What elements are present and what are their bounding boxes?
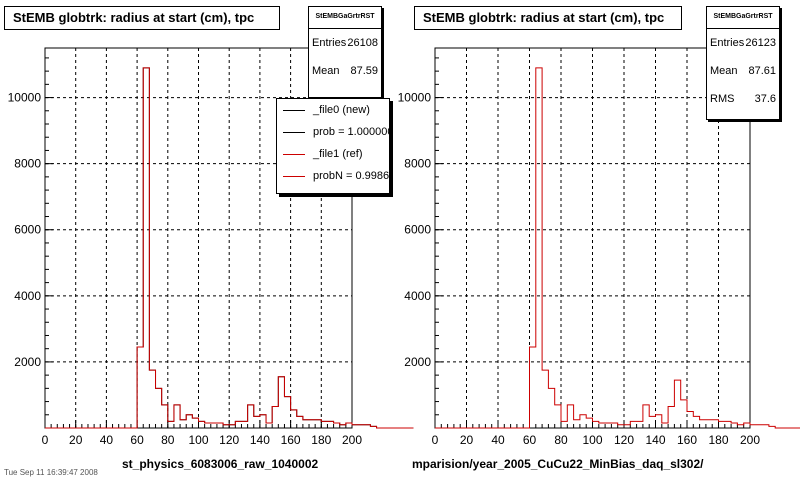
left-x-tick-label: 60	[130, 433, 144, 447]
footer-timestamp: Tue Sep 11 16:39:47 2008	[4, 468, 98, 477]
right-x-tick-label: 20	[460, 433, 474, 447]
right-stats-box: StEMBGaGrtrRST Entries 26123 Mean 87.61 …	[706, 6, 780, 120]
legend-label-file0: _file0 (new)	[313, 104, 370, 116]
right-stats-entries-label: Entries	[710, 37, 745, 49]
right-x-tick-label: 140	[645, 433, 665, 447]
left-x-tick-label: 40	[100, 433, 114, 447]
right-y-tick-label: 8000	[404, 157, 431, 171]
left-x-tick-label: 160	[281, 433, 301, 447]
legend-swatch-probn	[283, 175, 305, 177]
left-hist-ref	[45, 67, 414, 429]
right-stats-mean: Mean 87.61	[707, 57, 779, 85]
left-y-tick-label: 8000	[14, 157, 41, 171]
right-stats-mean-value: 87.61	[748, 65, 776, 77]
left-stats-name: StEMBGaGrtrRST	[309, 7, 381, 29]
legend-entry-prob: prob = 1.000000	[277, 121, 389, 143]
right-stats-name: StEMBGaGrtrRST	[707, 7, 779, 29]
legend-swatch-file0	[283, 109, 305, 111]
left-x-tick-label: 140	[250, 433, 270, 447]
right-x-tick-label: 160	[677, 433, 697, 447]
legend-swatch-file1	[283, 153, 305, 155]
right-stats-rms: RMS 37.6	[707, 85, 779, 113]
left-x-tick-label: 180	[311, 433, 331, 447]
right-x-tick-label: 40	[491, 433, 505, 447]
legend-entry-file1: _file1 (ref)	[277, 143, 389, 165]
right-stats-mean-label: Mean	[710, 65, 738, 77]
legend-entry-probn: probN = 0.998608	[277, 165, 389, 187]
legend-entry-file0: _file0 (new)	[277, 99, 389, 121]
left-x-tick-label: 0	[42, 433, 49, 447]
left-x-tick-label: 120	[219, 433, 239, 447]
left-legend: _file0 (new) prob = 1.000000 _file1 (ref…	[276, 98, 390, 194]
left-y-tick-label: 4000	[14, 289, 41, 303]
right-title: StEMB globtrk: radius at start (cm), tpc	[414, 6, 682, 30]
right-x-tick-label: 120	[614, 433, 634, 447]
right-stats-entries: Entries 26123	[707, 29, 779, 57]
left-x-tick-label: 200	[342, 433, 362, 447]
left-x-tick-label: 80	[161, 433, 175, 447]
right-stats-entries-value: 26123	[745, 37, 776, 49]
left-y-tick-label: 10000	[8, 91, 42, 105]
right-y-tick-label: 4000	[404, 289, 431, 303]
left-title: StEMB globtrk: radius at start (cm), tpc	[4, 6, 280, 30]
right-x-tick-label: 0	[432, 433, 439, 447]
left-stats-box: StEMBGaGrtrRST Entries 26108 Mean 87.59	[308, 6, 382, 98]
right-title-text: StEMB globtrk: radius at start (cm), tpc	[423, 10, 665, 25]
right-y-tick-label: 10000	[398, 91, 432, 105]
right-x-tick-label: 100	[582, 433, 602, 447]
left-y-tick-label: 2000	[14, 355, 41, 369]
right-y-tick-label: 6000	[404, 223, 431, 237]
right-x-title: mparision/year_2005_CuCu22_MinBias_daq_s…	[412, 457, 704, 471]
legend-label-probn: probN = 0.998608	[313, 170, 390, 182]
right-hist-ref	[435, 67, 800, 429]
left-y-tick-label: 6000	[14, 223, 41, 237]
right-x-tick-label: 180	[708, 433, 728, 447]
left-stats-entries-value: 26108	[347, 37, 378, 49]
right-y-tick-label: 2000	[404, 355, 431, 369]
right-x-tick-label: 200	[740, 433, 760, 447]
legend-swatch-prob	[283, 131, 305, 133]
left-title-text: StEMB globtrk: radius at start (cm), tpc	[13, 10, 255, 25]
left-x-tick-label: 100	[188, 433, 208, 447]
left-x-title: st_physics_6083006_raw_1040002	[122, 457, 319, 471]
left-stats-entries-label: Entries	[312, 37, 347, 49]
legend-label-file1: _file1 (ref)	[313, 148, 363, 160]
left-x-tick-label: 20	[69, 433, 83, 447]
right-stats-rms-value: 37.6	[754, 93, 776, 105]
right-stats-rms-label: RMS	[710, 93, 735, 105]
left-stats-mean-label: Mean	[312, 65, 340, 77]
left-stats-entries: Entries 26108	[309, 29, 381, 57]
right-x-tick-label: 60	[523, 433, 537, 447]
left-stats-mean-value: 87.59	[350, 65, 378, 77]
right-x-tick-label: 80	[554, 433, 568, 447]
left-stats-mean: Mean 87.59	[309, 57, 381, 85]
legend-label-prob: prob = 1.000000	[313, 126, 390, 138]
